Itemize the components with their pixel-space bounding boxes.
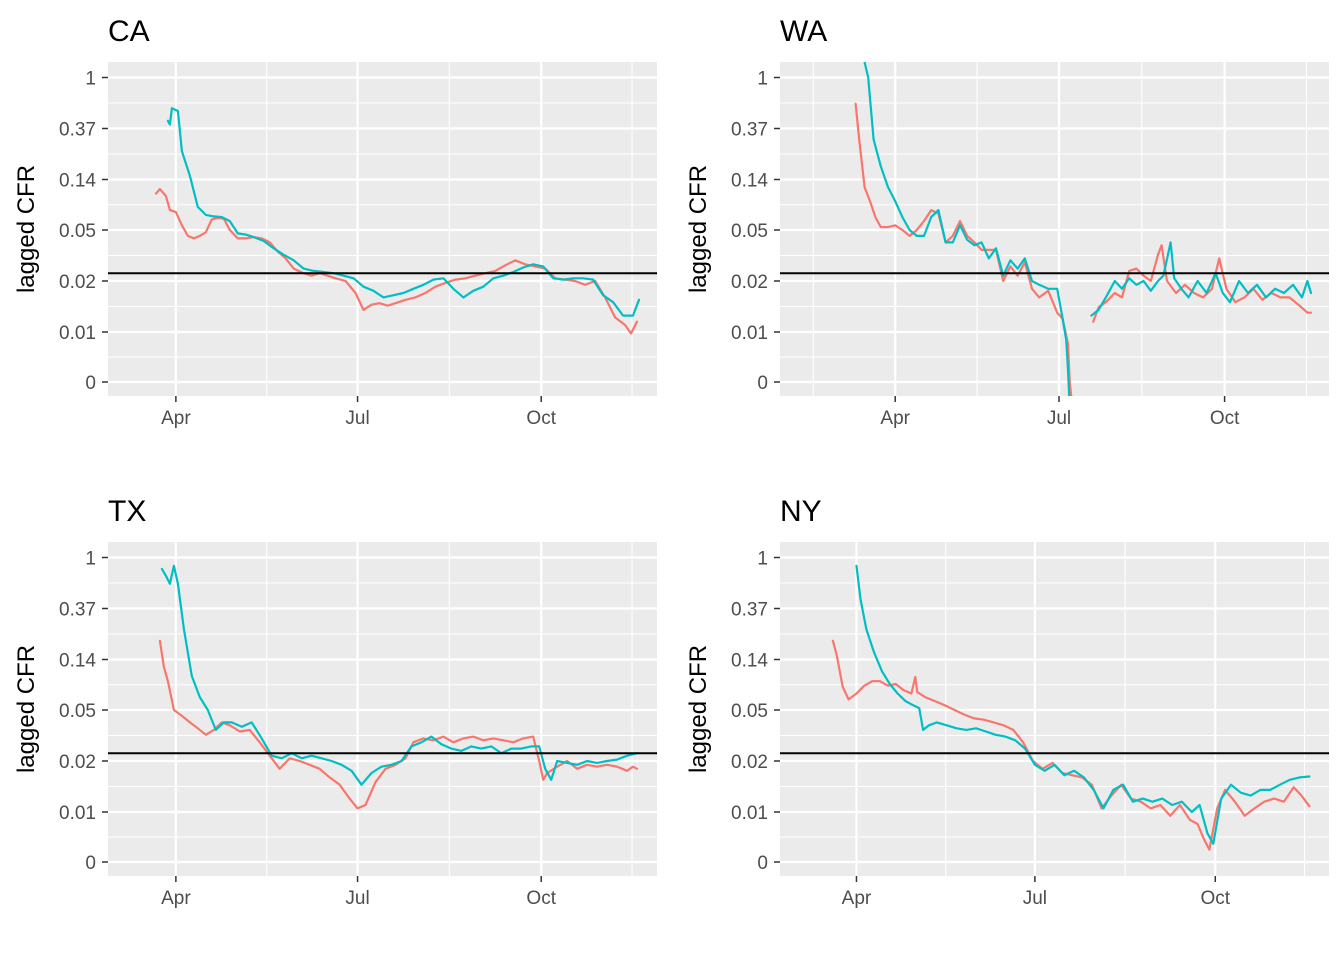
y-tick-label: 0.02	[731, 272, 768, 293]
panel-title: TX	[108, 495, 146, 528]
series-line-red	[854, 102, 1073, 396]
y-tick-label: 1	[85, 549, 96, 570]
y-tick-label: 0	[757, 373, 768, 394]
x-tick-label: Apr	[161, 888, 191, 909]
y-tick-label: 0.02	[59, 272, 96, 293]
y-tick-label: 0.37	[59, 120, 96, 141]
y-tick-label: 0.02	[59, 752, 96, 773]
y-tick-label: 0	[85, 373, 96, 394]
y-tick-label: 0.01	[59, 323, 96, 344]
x-tick-label: Oct	[1210, 408, 1240, 429]
panel-title: NY	[780, 495, 822, 528]
y-tick-label: 0.37	[59, 600, 96, 621]
y-tick-label: 0.02	[731, 752, 768, 773]
y-tick-label: 1	[757, 69, 768, 90]
series-line-teal	[863, 62, 1071, 396]
x-tick-label: Jul	[1023, 888, 1047, 909]
panel-ca: 1 0.37 0.14 0.05 0.02 0.01 0 Apr Jul Oct CA lagged …	[13, 15, 657, 429]
y-tick-label: 0.05	[731, 221, 768, 242]
series-line-teal	[1090, 241, 1313, 317]
series-line-teal	[166, 107, 641, 317]
x-tick-label: Jul	[345, 408, 369, 429]
y-tick-label: 0.37	[731, 120, 768, 141]
y-tick-label: 0.05	[731, 701, 768, 722]
y-tick-label: 0.37	[731, 600, 768, 621]
x-tick-label: Apr	[842, 888, 872, 909]
y-tick-label: 0.05	[59, 701, 96, 722]
panel-title: WA	[780, 15, 827, 48]
y-tick-label: 0.05	[59, 221, 96, 242]
x-tick-label: Jul	[345, 888, 369, 909]
y-axis-label: lagged CFR	[685, 645, 712, 773]
series-line-red	[1092, 244, 1313, 323]
y-tick-label: 0.01	[731, 323, 768, 344]
panel-title: CA	[108, 15, 150, 48]
y-tick-label: 0.14	[731, 171, 768, 192]
y-tick-label: 0.14	[59, 651, 96, 672]
x-tick-label: Apr	[161, 408, 191, 429]
y-axis-label: lagged CFR	[13, 165, 40, 293]
y-axis-label: lagged CFR	[685, 165, 712, 293]
y-tick-label: 0.14	[731, 651, 768, 672]
y-tick-label: 0.01	[59, 803, 96, 824]
x-tick-label: Oct	[526, 408, 556, 429]
y-tick-label: 1	[85, 69, 96, 90]
series-line-teal	[160, 564, 639, 786]
x-tick-label: Oct	[1200, 888, 1230, 909]
y-tick-label: 0	[757, 853, 768, 874]
y-tick-label: 0.14	[59, 171, 96, 192]
panel-ny: 1 0.37 0.14 0.05 0.02 0.01 0 Apr Jul Oct NY lagged …	[685, 495, 1329, 909]
y-axis-label: lagged CFR	[13, 645, 40, 773]
panel-wa: 1 0.37 0.14 0.05 0.02 0.01 0 Apr Jul Oct WA lagged …	[685, 15, 1329, 429]
y-tick-label: 0.01	[731, 803, 768, 824]
panel-tx: 1 0.37 0.14 0.05 0.02 0.01 0 Apr Jul Oct TX lagged …	[13, 495, 657, 909]
x-tick-label: Apr	[880, 408, 910, 429]
x-tick-label: Oct	[526, 888, 556, 909]
series-line-red	[158, 639, 639, 810]
y-tick-label: 0	[85, 853, 96, 874]
series-line-teal	[855, 564, 1311, 845]
x-tick-label: Jul	[1047, 408, 1071, 429]
y-tick-label: 1	[757, 549, 768, 570]
